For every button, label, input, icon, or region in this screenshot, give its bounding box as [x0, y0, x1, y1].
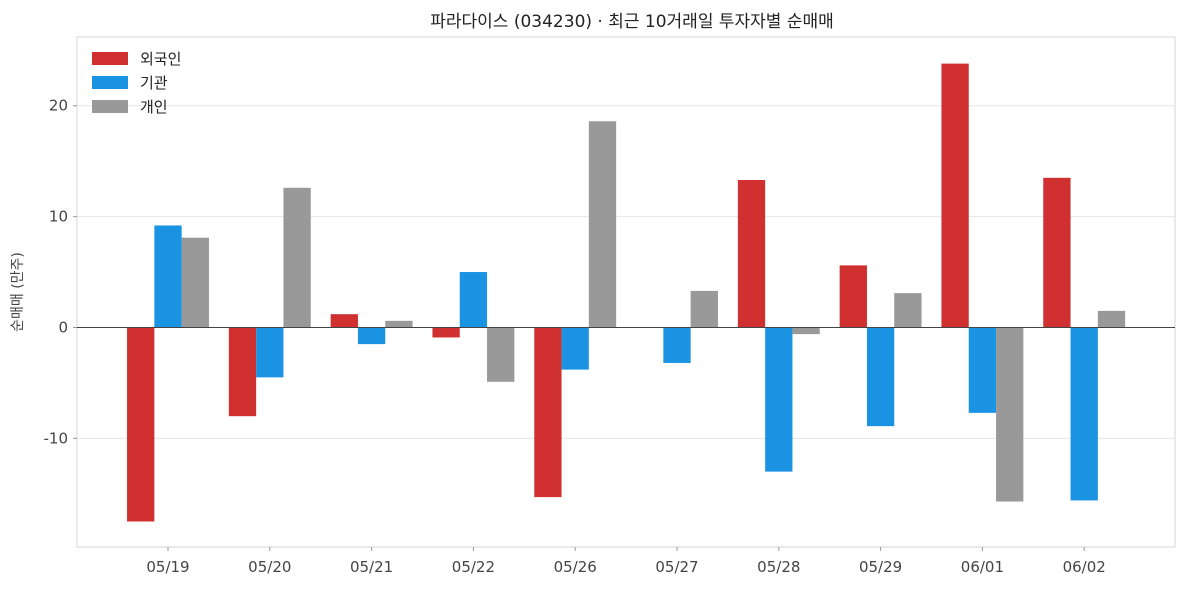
x-tick-label: 05/29: [859, 558, 902, 576]
plot-frame: [76, 36, 1176, 548]
bar: [256, 327, 284, 378]
x-tick-label: 05/19: [146, 558, 189, 576]
x-tick-label: 05/21: [350, 558, 393, 576]
bar: [690, 290, 718, 328]
bar: [941, 63, 969, 328]
bar: [181, 237, 209, 328]
x-tick-label: 06/01: [961, 558, 1004, 576]
bar: [839, 265, 867, 328]
y-tick-label: -10: [44, 429, 69, 447]
y-ticks: -10 0 10 20: [44, 97, 77, 447]
x-tick-label: 06/02: [1063, 558, 1106, 576]
bar: [663, 327, 691, 363]
x-tick-label: 05/20: [248, 558, 291, 576]
bar: [432, 327, 460, 338]
bar: [588, 121, 617, 328]
chart-title: 파라다이스 (034230) · 최근 10거래일 투자자별 순매매: [430, 12, 834, 32]
legend-label: 외국인: [140, 50, 181, 68]
bar: [459, 272, 488, 328]
legend-label: 개인: [140, 98, 168, 116]
bar: [357, 327, 386, 345]
bar: [228, 327, 257, 417]
y-tick-label: 10: [49, 208, 68, 226]
legend-swatch: [92, 100, 128, 113]
bar: [127, 327, 155, 522]
bar: [792, 327, 820, 335]
bar: [894, 293, 922, 328]
legend-swatch: [92, 52, 128, 65]
x-tick-label: 05/28: [757, 558, 800, 576]
x-tick-label: 05/26: [554, 558, 597, 576]
bar: [154, 225, 182, 328]
x-ticks: 05/19 05/20 05/21 05/22 05/26 05/27 05/28 05/29…: [146, 547, 1106, 576]
y-tick-label: 20: [49, 97, 68, 115]
bar: [487, 327, 515, 382]
y-tick-label: 0: [58, 318, 68, 336]
x-tick-label: 05/22: [452, 558, 495, 576]
bar: [996, 327, 1024, 502]
grid-layer: [77, 105, 1175, 439]
y-axis-label: 순매매 (만주): [10, 252, 26, 332]
bar: [330, 314, 358, 328]
bar: [765, 327, 793, 472]
bars-layer: [127, 63, 1126, 522]
bar: [1097, 310, 1126, 328]
bar: [283, 187, 311, 328]
bar: [737, 180, 766, 328]
x-tick-label: 05/27: [655, 558, 698, 576]
bar: [866, 327, 895, 427]
legend-swatch: [92, 76, 128, 89]
bar: [1043, 177, 1071, 328]
bar: [968, 327, 997, 413]
bar: [561, 327, 589, 370]
legend-label: 기관: [140, 74, 168, 92]
bar: [385, 320, 413, 328]
bar: [1070, 327, 1098, 501]
bar: [534, 327, 562, 498]
